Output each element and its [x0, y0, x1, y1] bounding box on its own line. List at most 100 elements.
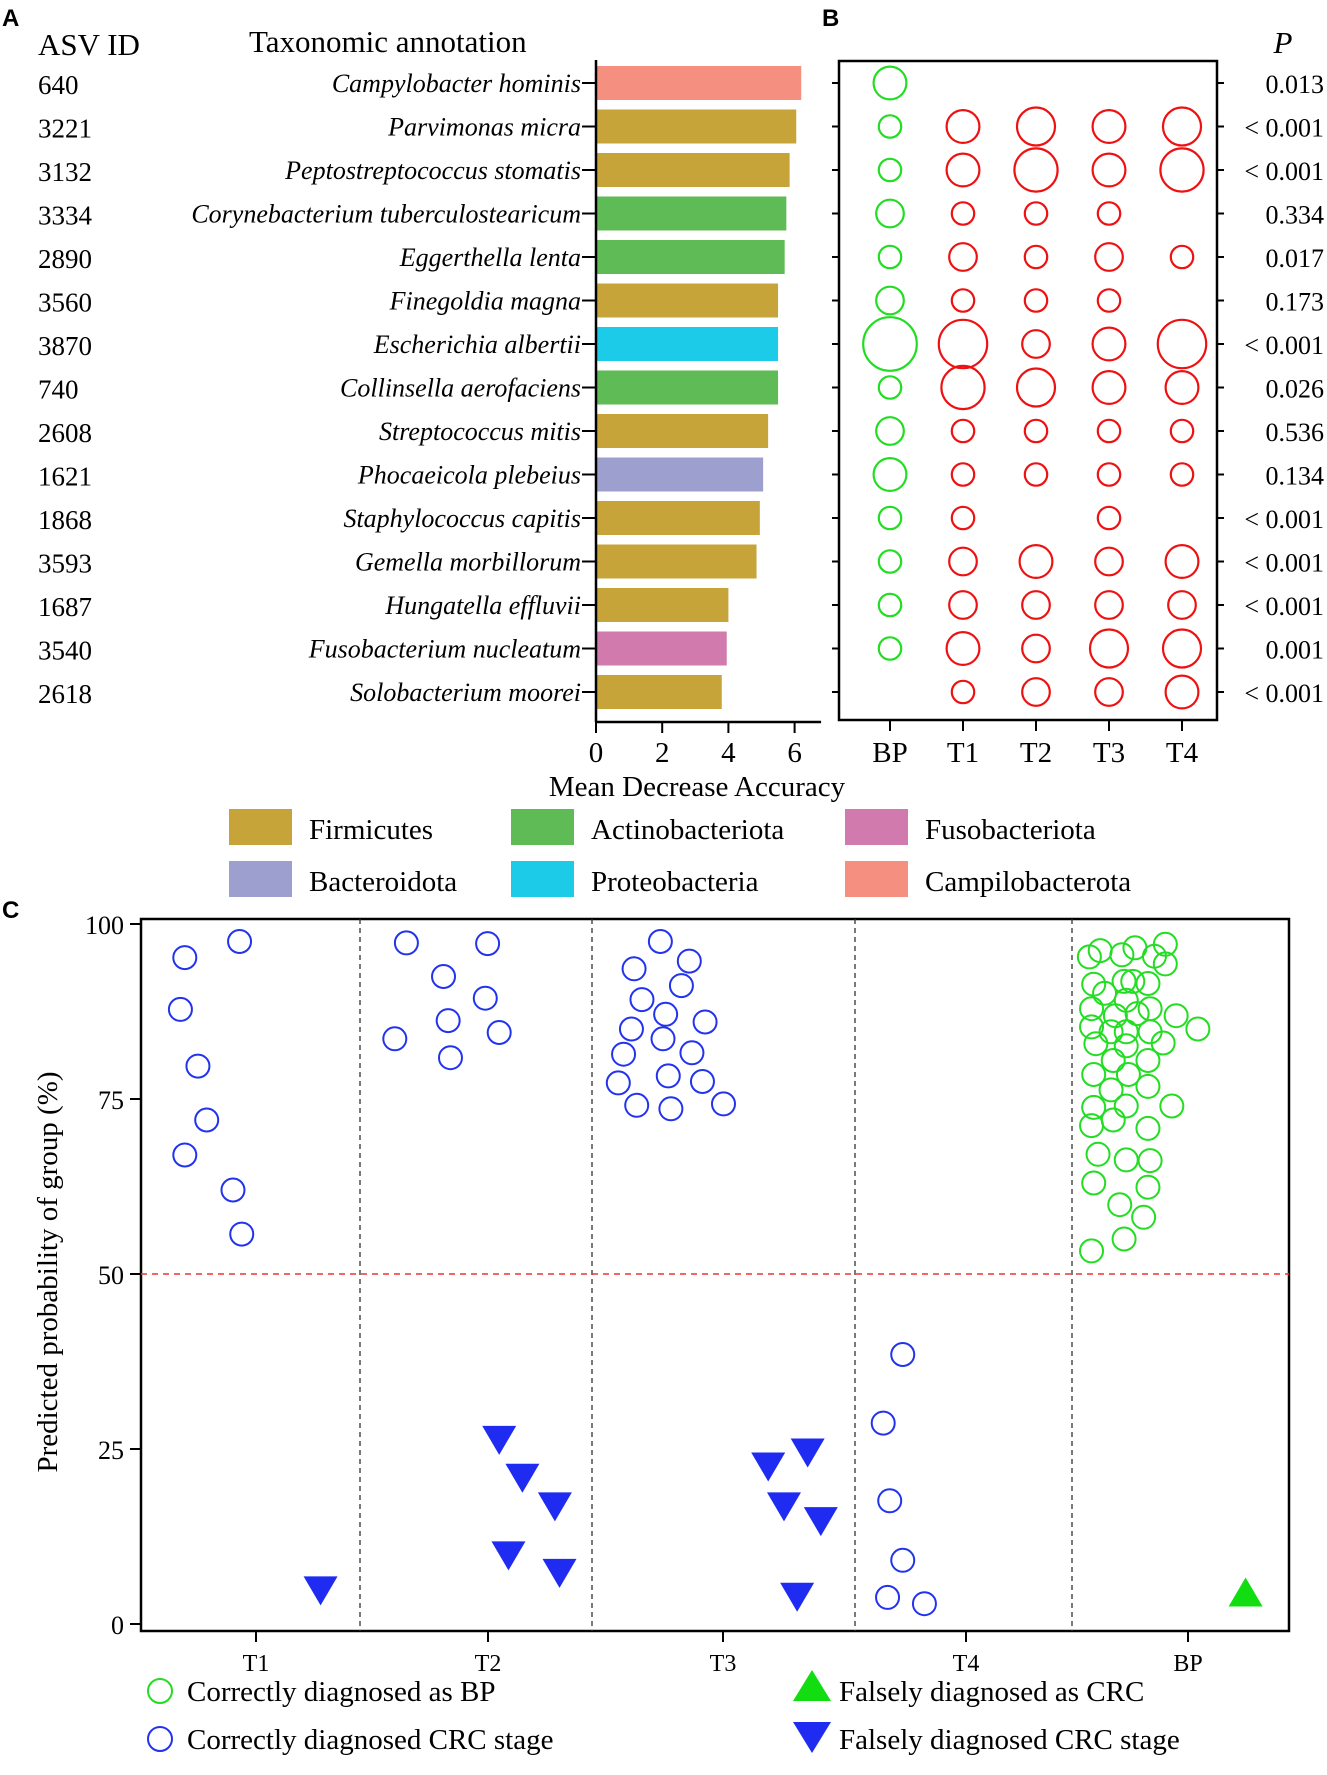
- p-value: < 0.001: [1244, 592, 1324, 621]
- bubble: [1021, 633, 1051, 664]
- bubble: [872, 457, 908, 493]
- taxonomic-annotation-header: Taxonomic annotation: [249, 24, 527, 59]
- bubble: [950, 462, 976, 487]
- panel-a-bar-chart: ASV ID Taxonomic annotation 640 Campyloba…: [38, 24, 1131, 898]
- p-value-header: P: [1273, 25, 1293, 60]
- data-point: [1081, 1170, 1107, 1196]
- legend-swatch: [845, 809, 908, 845]
- a-x-tick-label: 0: [589, 737, 604, 769]
- p-value: 0.013: [1266, 70, 1325, 99]
- data-point: [1137, 1148, 1163, 1174]
- bubble: [1018, 543, 1054, 579]
- data-point: [803, 1507, 838, 1537]
- data-point: [605, 1070, 631, 1096]
- bubble: [862, 316, 918, 372]
- data-point: [877, 1488, 903, 1514]
- bubble: [950, 679, 976, 705]
- data-point: [766, 1492, 801, 1522]
- data-point: [1113, 1147, 1139, 1173]
- b-x-tick-label: T2: [1020, 737, 1052, 769]
- bubble: [945, 108, 981, 144]
- data-point: [303, 1576, 338, 1606]
- data-point: [1159, 1093, 1185, 1119]
- data-point: [486, 1020, 512, 1045]
- panel-label-b: B: [822, 5, 839, 32]
- data-point: [431, 964, 457, 989]
- c-x-tick-label: T2: [475, 1651, 502, 1677]
- legend-swatch: [511, 809, 574, 845]
- bubble: [1021, 590, 1051, 620]
- bubble: [877, 157, 903, 183]
- bubble: [1021, 677, 1051, 707]
- data-point: [655, 1063, 681, 1089]
- c-y-tick-label: 50: [98, 1261, 124, 1290]
- data-point: [1228, 1577, 1263, 1607]
- data-point: [1135, 1174, 1161, 1200]
- data-point: [1135, 1115, 1161, 1141]
- data-point: [472, 985, 498, 1011]
- taxon-label: Eggerthella lenta: [399, 243, 581, 272]
- bubble: [950, 201, 976, 226]
- bubble: [948, 242, 978, 272]
- b-x-tick-label: T4: [1166, 737, 1199, 769]
- bubble: [1164, 674, 1200, 710]
- bubble: [1021, 329, 1051, 359]
- b-x-tick-label: T1: [947, 737, 979, 769]
- bubble: [1023, 418, 1049, 444]
- data-point: [1109, 942, 1135, 968]
- data-point: [491, 1541, 526, 1571]
- bubble: [1156, 318, 1208, 370]
- legend-marker: [793, 1722, 831, 1753]
- bubble: [1094, 590, 1124, 620]
- c-x-tick-label: T1: [243, 1651, 270, 1677]
- data-point: [621, 956, 647, 982]
- asv-id-label: 740: [38, 375, 79, 405]
- bubble: [875, 198, 905, 229]
- legend-label: Actinobacteriota: [591, 814, 784, 846]
- c-x-tick-label: T4: [953, 1651, 980, 1677]
- taxon-label: Finegoldia magna: [389, 287, 581, 316]
- asv-id-label: 1687: [38, 592, 92, 622]
- data-point: [911, 1591, 937, 1617]
- asv-id-label: 3221: [38, 114, 92, 144]
- data-point: [1079, 996, 1105, 1022]
- bubble: [1169, 244, 1195, 270]
- legend-label: Proteobacteria: [591, 866, 759, 898]
- taxon-label: Staphylococcus capitis: [343, 504, 581, 533]
- p-value: < 0.001: [1244, 157, 1324, 186]
- data-point: [890, 1547, 916, 1573]
- data-point: [1079, 1014, 1105, 1040]
- bubble: [1159, 147, 1205, 193]
- legend-label: Bacteroidota: [309, 866, 457, 898]
- bubble: [1164, 370, 1200, 406]
- data-point: [227, 929, 253, 954]
- taxon-label: Campylobacter hominis: [332, 69, 581, 98]
- bubble: [1096, 462, 1122, 487]
- legend-label: Campilobacterota: [925, 866, 1131, 898]
- legend-label: Falsely diagnosed as CRC: [839, 1676, 1144, 1708]
- data-point: [1150, 1030, 1176, 1056]
- data-point: [751, 1452, 786, 1482]
- data-point: [1135, 1048, 1161, 1073]
- data-point: [482, 1425, 517, 1455]
- asv-id-label: 2890: [38, 244, 92, 274]
- b-x-tick-label: BP: [872, 737, 907, 769]
- data-point: [220, 1177, 246, 1203]
- data-point: [692, 1009, 718, 1035]
- bar: [597, 501, 760, 535]
- bubble: [1096, 418, 1122, 444]
- data-point: [1113, 1033, 1139, 1059]
- taxon-label: Peptostreptococcus stomatis: [284, 156, 581, 185]
- panel-c-scatter-chart: 0 25 50 75 100 T1 T2 T3 T4 BP Predicted probabili…: [32, 911, 1291, 1756]
- data-point: [393, 930, 419, 956]
- data-point: [1081, 1094, 1107, 1120]
- bubble: [1094, 546, 1124, 577]
- data-point: [658, 1096, 684, 1122]
- panel-label-c: C: [2, 897, 19, 924]
- bubble: [1169, 418, 1195, 444]
- bubble: [875, 416, 905, 446]
- bubble: [1167, 590, 1197, 620]
- p-value: 0.001: [1266, 636, 1325, 665]
- b-x-tick-label: T3: [1093, 737, 1125, 769]
- bar: [597, 196, 787, 231]
